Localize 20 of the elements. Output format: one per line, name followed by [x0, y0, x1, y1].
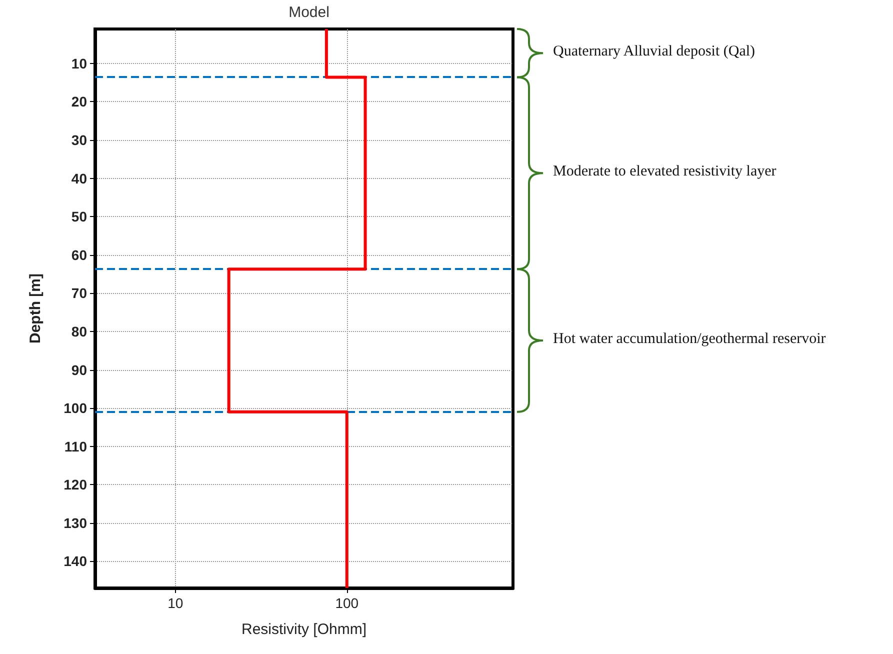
text: Hot water accumulation/geothermal reservoir	[553, 330, 826, 347]
x-axis-title: Resistivity [Ohmm]	[241, 621, 367, 638]
chart-title: Model	[288, 4, 330, 21]
y-tick-label: 70	[71, 285, 88, 302]
text: Moderate to elevated resistivity layer	[553, 164, 776, 180]
y-tick-label: 100	[64, 400, 88, 416]
y-tick-label: 90	[71, 362, 88, 378]
y-axis-title: Depth [m]	[27, 274, 44, 344]
y-tick-label: 60	[71, 246, 88, 263]
y-tick-label: 40	[71, 170, 88, 186]
y-tick-label: 140	[64, 553, 88, 570]
y-tick-label: 50	[71, 208, 88, 225]
y-tick-label: 20	[71, 94, 88, 110]
text: Quaternary Alluvial deposit (Qal)	[553, 44, 756, 60]
y-tick-label: 110	[64, 438, 88, 454]
y-tick-label: 10	[71, 55, 88, 72]
y-tick-label: 80	[71, 323, 88, 340]
y-tick-label: 120	[64, 476, 88, 493]
y-tick-label: 30	[71, 132, 88, 148]
y-tick-label: 130	[64, 514, 88, 531]
